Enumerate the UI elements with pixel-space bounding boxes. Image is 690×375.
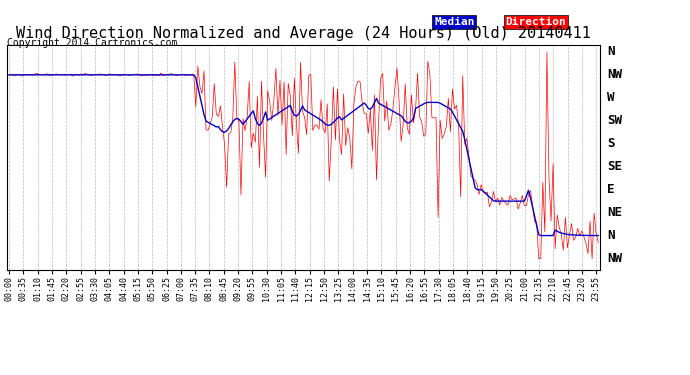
Text: Direction: Direction (505, 17, 566, 27)
Text: NW: NW (607, 68, 622, 81)
Text: SE: SE (607, 160, 622, 173)
Text: Wind Direction Normalized and Average (24 Hours) (Old) 20140411: Wind Direction Normalized and Average (2… (16, 26, 591, 41)
Text: S: S (607, 137, 615, 150)
Text: NE: NE (607, 206, 622, 219)
Text: Copyright 2014 Cartronics.com: Copyright 2014 Cartronics.com (7, 38, 177, 48)
Text: Median: Median (434, 17, 475, 27)
Text: SW: SW (607, 114, 622, 127)
Text: N: N (607, 45, 615, 58)
Text: N: N (607, 229, 615, 242)
Text: NW: NW (607, 252, 622, 265)
Text: E: E (607, 183, 615, 196)
Text: W: W (607, 91, 615, 104)
